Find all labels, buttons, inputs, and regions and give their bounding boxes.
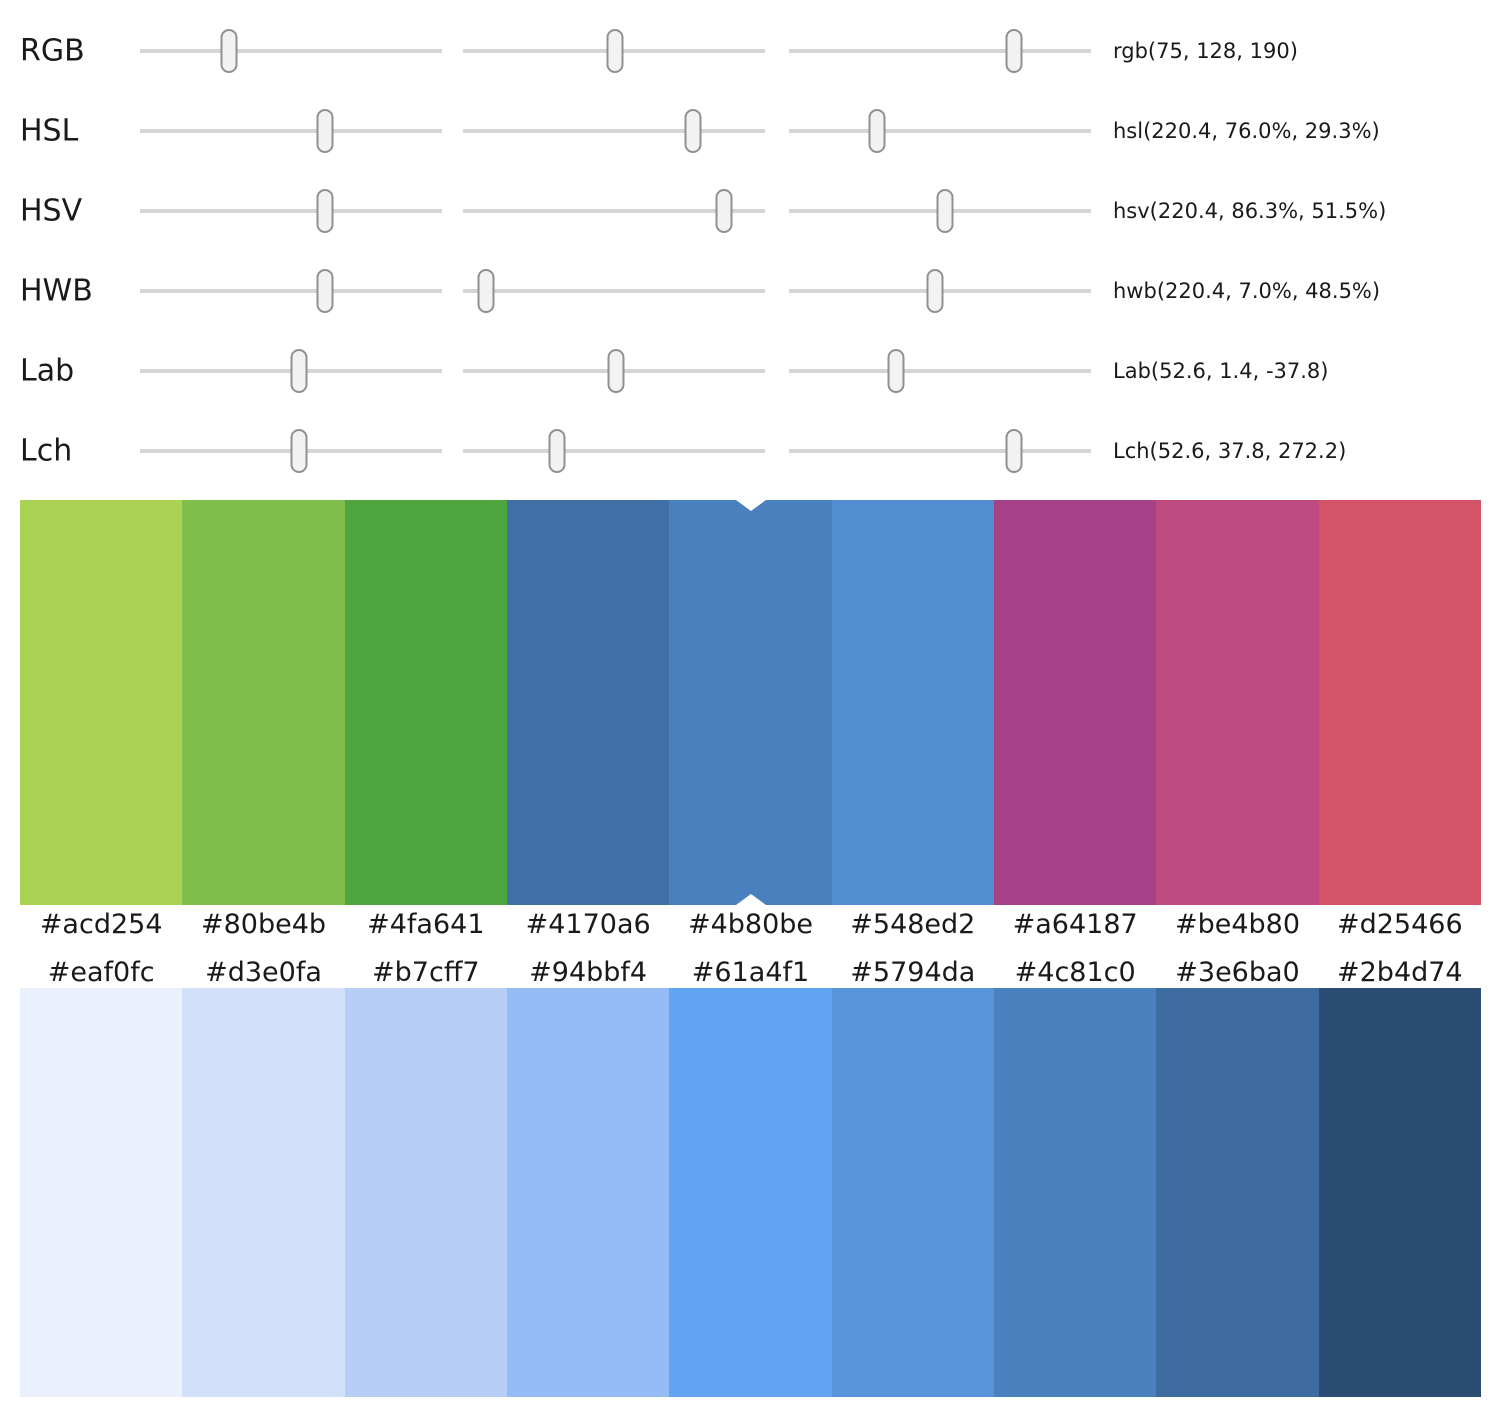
hwb-label: HWB [20, 273, 93, 309]
hwb-track-2[interactable] [463, 269, 765, 313]
hsv-track-1[interactable] [140, 189, 442, 233]
rgb-value: rgb(75, 128, 190) [1113, 39, 1298, 63]
lch-label: Lch [20, 433, 73, 469]
bottom-palette-swatch[interactable] [20, 988, 183, 1397]
slider-row-rgb: RGB rgb(75, 128, 190) [0, 11, 1501, 91]
top-palette-swatch[interactable] [831, 500, 994, 905]
bottom-palette-labels: #eaf0fc #d3e0fa #b7cff7 #94bbf4 #61a4f1 … [20, 955, 1481, 989]
hsl-track-1[interactable] [140, 109, 442, 153]
hwb-thumb-1[interactable] [316, 269, 334, 313]
bottom-hex-label: #94bbf4 [529, 956, 648, 988]
top-palette-labels: #acd254 #80be4b #4fa641 #4170a6 #4b80be … [20, 907, 1481, 941]
bottom-palette-swatch[interactable] [831, 988, 994, 1397]
top-hex-label: #d25466 [1336, 908, 1463, 940]
lch-track-1[interactable] [140, 429, 442, 473]
hwb-track-1[interactable] [140, 269, 442, 313]
rgb-thumb-2[interactable] [606, 29, 624, 73]
rgb-track-2[interactable] [463, 29, 765, 73]
bottom-hex-label: #2b4d74 [1337, 956, 1463, 988]
hwb-value: hwb(220.4, 7.0%, 48.5%) [1113, 279, 1381, 303]
top-hex-label: #4170a6 [525, 908, 651, 940]
lab-track-1[interactable] [140, 349, 442, 393]
hsv-label: HSV [20, 193, 83, 229]
lch-track-2[interactable] [463, 429, 765, 473]
bottom-palette-swatch[interactable] [344, 988, 507, 1397]
selected-swatch-notch-bottom [735, 894, 766, 905]
hsv-track-3[interactable] [789, 189, 1091, 233]
bottom-hex-label: #d3e0fa [205, 956, 322, 988]
hsv-thumb-1[interactable] [316, 189, 334, 233]
rgb-thumb-3[interactable] [1005, 29, 1023, 73]
top-hex-label: #80be4b [200, 908, 327, 940]
hsv-thumb-2[interactable] [715, 189, 733, 233]
hwb-thumb-2[interactable] [477, 269, 495, 313]
top-palette-swatch[interactable] [182, 500, 345, 905]
top-palette-swatch[interactable] [1318, 500, 1481, 905]
hwb-track-3[interactable] [789, 269, 1091, 313]
rgb-thumb-1[interactable] [220, 29, 238, 73]
top-palette [20, 500, 1481, 905]
selected-swatch-notch-top [735, 500, 766, 511]
bottom-hex-label: #61a4f1 [691, 956, 810, 988]
hsl-thumb-1[interactable] [316, 109, 334, 153]
bottom-palette [20, 988, 1481, 1397]
slider-panel: RGB rgb(75, 128, 190) HSL hsl(220.4, 76.… [0, 0, 1501, 490]
bottom-hex-label: #eaf0fc [47, 956, 155, 988]
bottom-hex-label: #3e6ba0 [1175, 956, 1300, 988]
top-hex-label: #a64187 [1012, 908, 1138, 940]
bottom-palette-swatch[interactable] [182, 988, 345, 1397]
hsl-thumb-3[interactable] [868, 109, 886, 153]
bottom-palette-swatch[interactable] [993, 988, 1157, 1397]
slider-row-hwb: HWB hwb(220.4, 7.0%, 48.5%) [0, 251, 1501, 331]
rgb-track-1[interactable] [140, 29, 442, 73]
lab-label: Lab [20, 353, 75, 389]
top-palette-swatch[interactable] [993, 500, 1157, 905]
hsl-thumb-2[interactable] [684, 109, 702, 153]
bottom-palette-swatch[interactable] [669, 988, 832, 1397]
hsv-thumb-3[interactable] [936, 189, 954, 233]
bottom-hex-label: #4c81c0 [1014, 956, 1136, 988]
bottom-palette-swatch[interactable] [1156, 988, 1319, 1397]
lab-thumb-3[interactable] [887, 349, 905, 393]
top-palette-swatch[interactable] [344, 500, 507, 905]
top-palette-swatch[interactable] [506, 500, 670, 905]
bottom-hex-label: #b7cff7 [372, 956, 480, 988]
lch-thumb-3[interactable] [1005, 429, 1023, 473]
lab-value: Lab(52.6, 1.4, -37.8) [1113, 359, 1329, 383]
slider-row-lab: Lab Lab(52.6, 1.4, -37.8) [0, 331, 1501, 411]
hsl-value: hsl(220.4, 76.0%, 29.3%) [1113, 119, 1380, 143]
top-palette-swatch[interactable] [20, 500, 183, 905]
hsl-track-3[interactable] [789, 109, 1091, 153]
top-hex-label: #4b80be [687, 908, 814, 940]
lch-track-3[interactable] [789, 429, 1091, 473]
lab-track-2[interactable] [463, 349, 765, 393]
hsv-track-2[interactable] [463, 189, 765, 233]
bottom-palette-swatch[interactable] [506, 988, 670, 1397]
top-palette-swatch[interactable] [1156, 500, 1319, 905]
lab-track-3[interactable] [789, 349, 1091, 393]
top-hex-label: #acd254 [39, 908, 163, 940]
bottom-hex-label: #5794da [850, 956, 976, 988]
lch-thumb-2[interactable] [548, 429, 566, 473]
slider-row-lch: Lch Lch(52.6, 37.8, 272.2) [0, 411, 1501, 491]
slider-row-hsl: HSL hsl(220.4, 76.0%, 29.3%) [0, 91, 1501, 171]
top-hex-label: #4fa641 [367, 908, 485, 940]
lab-thumb-2[interactable] [607, 349, 625, 393]
rgb-label: RGB [20, 33, 85, 69]
slider-row-hsv: HSV hsv(220.4, 86.3%, 51.5%) [0, 171, 1501, 251]
top-hex-label: #be4b80 [1174, 908, 1301, 940]
top-hex-label: #548ed2 [850, 908, 976, 940]
hsl-track-2[interactable] [463, 109, 765, 153]
lch-value: Lch(52.6, 37.8, 272.2) [1113, 439, 1347, 463]
rgb-track-3[interactable] [789, 29, 1091, 73]
top-palette-swatch-selected[interactable] [669, 500, 832, 905]
hsv-value: hsv(220.4, 86.3%, 51.5%) [1113, 199, 1387, 223]
lch-thumb-1[interactable] [290, 429, 308, 473]
hwb-thumb-3[interactable] [926, 269, 944, 313]
lab-thumb-1[interactable] [290, 349, 308, 393]
bottom-palette-swatch[interactable] [1318, 988, 1481, 1397]
hsl-label: HSL [20, 113, 79, 149]
